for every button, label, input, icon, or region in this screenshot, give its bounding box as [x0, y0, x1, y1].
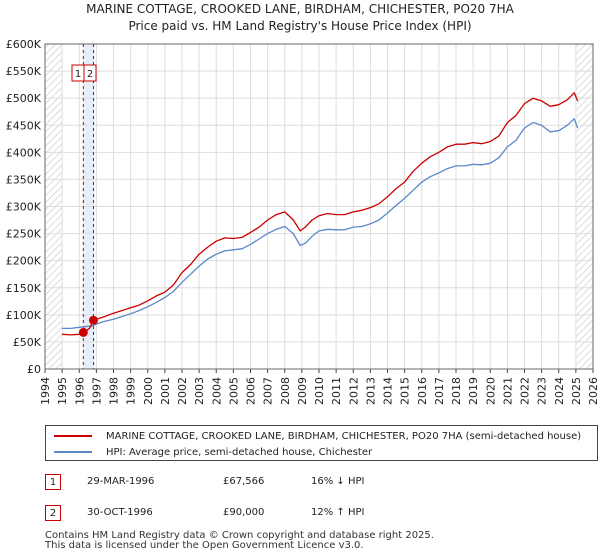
sale-marker	[88, 315, 98, 325]
x-tick-label: 1997	[90, 377, 103, 405]
y-tick-label: £250K	[6, 228, 42, 241]
transaction-price: £90,000	[223, 507, 265, 518]
x-tick-label: 1998	[108, 377, 121, 405]
y-tick-label: £100K	[6, 309, 42, 322]
legend-item-hpi: HPI: Average price, semi-detached house,…	[54, 445, 372, 459]
sale-marker	[78, 327, 88, 337]
chart-title: MARINE COTTAGE, CROOKED LANE, BIRDHAM, C…	[86, 2, 514, 16]
y-tick-label: £200K	[6, 255, 42, 268]
x-tick-label: 2009	[296, 377, 309, 405]
x-tick-label: 2012	[347, 377, 360, 405]
legend-label-property: MARINE COTTAGE, CROOKED LANE, BIRDHAM, C…	[106, 430, 582, 442]
x-tick-label: 2026	[587, 377, 600, 405]
footer: Contains HM Land Registry data © Crown c…	[45, 531, 434, 551]
x-tick-label: 2025	[570, 377, 583, 405]
x-tick-label: 2008	[279, 377, 292, 405]
legend-swatch-hpi	[54, 451, 92, 453]
annotation-label: 2	[87, 69, 93, 80]
x-tick-label: 1995	[56, 377, 69, 405]
x-tick-label: 1999	[125, 377, 138, 405]
x-tick-label: 2023	[536, 377, 549, 405]
x-tick-label: 2015	[399, 377, 412, 405]
x-tick-label: 2018	[450, 377, 463, 405]
footer-copyright: Contains HM Land Registry data © Crown c…	[45, 530, 434, 541]
y-tick-label: £400K	[6, 146, 42, 159]
transaction-badge: 2	[45, 505, 61, 521]
y-tick-label: £0	[27, 363, 41, 376]
transaction-date: 29-MAR-1996	[87, 476, 155, 487]
legend-label-hpi: HPI: Average price, semi-detached house,…	[106, 446, 373, 458]
y-tick-label: £450K	[6, 119, 42, 132]
x-tick-label: 2001	[159, 377, 172, 405]
x-tick-label: 2007	[262, 377, 275, 405]
y-tick-label: £50K	[13, 336, 42, 349]
x-tick-label: 2013	[364, 377, 377, 405]
transaction-badge: 1	[45, 474, 61, 490]
annotation-label: 1	[75, 69, 81, 80]
transaction-hpi-change: 16% ↓ HPI	[311, 476, 365, 487]
transaction-date: 30-OCT-1996	[87, 507, 153, 518]
x-tick-label: 2006	[245, 377, 258, 405]
transaction-price: £67,566	[223, 476, 265, 487]
legend-swatch-property	[54, 435, 92, 437]
x-tick-label: 2020	[484, 377, 497, 405]
y-tick-label: £150K	[6, 282, 42, 295]
x-tick-label: 2000	[142, 377, 155, 405]
x-tick-label: 2004	[210, 377, 223, 405]
y-tick-label: £600K	[6, 38, 42, 51]
x-tick-label: 2024	[553, 377, 566, 405]
x-tick-label: 2021	[501, 377, 514, 405]
y-tick-label: £500K	[6, 92, 42, 105]
chart-legend: MARINE COTTAGE, CROOKED LANE, BIRDHAM, C…	[45, 425, 598, 461]
y-tick-label: £550K	[6, 65, 42, 78]
price-chart: £0 £50K £100K £150K £200K £250K £300K £350K £400…	[6, 38, 600, 405]
x-tick-label: 1994	[39, 377, 52, 405]
y-tick-label: £350K	[6, 173, 42, 186]
x-tick-label: 2022	[519, 377, 532, 405]
x-tick-label: 2016	[416, 377, 429, 405]
x-tick-label: 2010	[313, 377, 326, 405]
transaction-hpi-change: 12% ↑ HPI	[311, 507, 365, 518]
series-line	[62, 92, 579, 336]
x-tick-label: 1996	[73, 377, 86, 405]
legend-item-property: MARINE COTTAGE, CROOKED LANE, BIRDHAM, C…	[54, 429, 581, 443]
chart-subtitle: Price paid vs. HM Land Registry's House …	[128, 19, 472, 33]
x-tick-label: 2005	[227, 377, 240, 405]
x-tick-label: 2002	[176, 377, 189, 405]
annotation-badge	[83, 64, 97, 82]
x-tick-label: 2011	[330, 377, 343, 405]
x-tick-label: 2003	[193, 377, 206, 405]
footer-licence: This data is licensed under the Open Gov…	[45, 540, 364, 551]
x-tick-label: 2014	[382, 377, 395, 405]
series-line	[62, 118, 579, 330]
x-tick-label: 2017	[433, 377, 446, 405]
x-tick-label: 2019	[467, 377, 480, 405]
y-tick-label: £300K	[6, 201, 42, 214]
plot-frame	[44, 43, 594, 370]
